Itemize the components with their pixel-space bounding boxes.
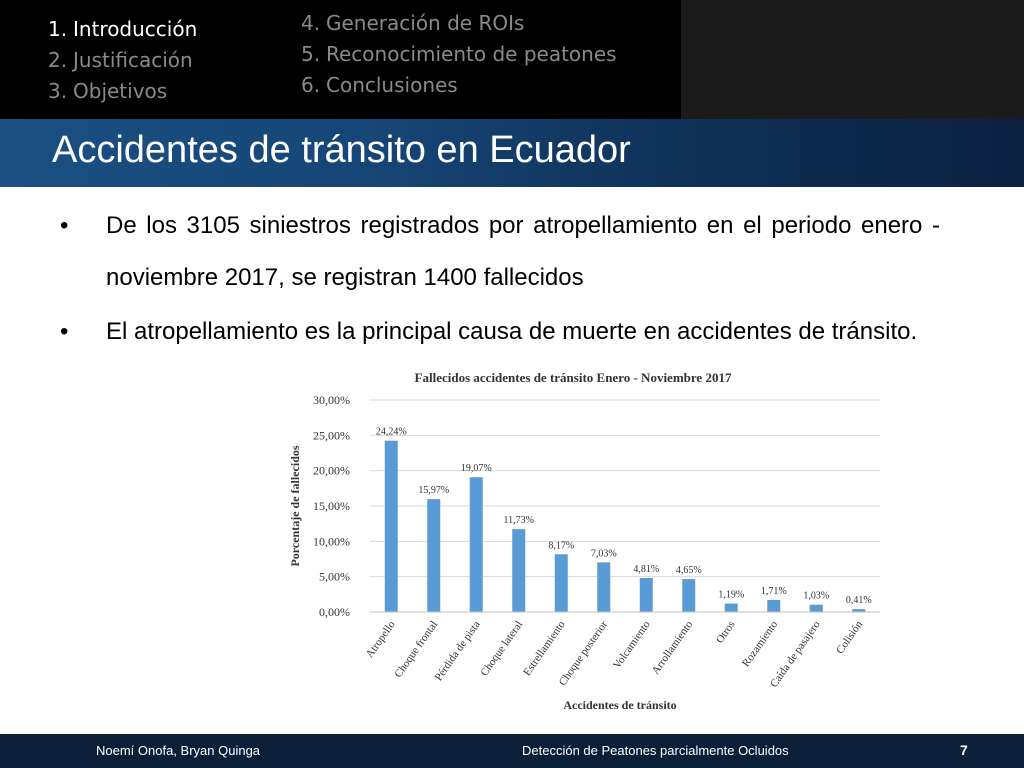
data-label: 1,19% bbox=[718, 590, 744, 601]
x-tick-label: Colisión bbox=[834, 618, 866, 656]
data-label: 8,17% bbox=[548, 540, 574, 551]
bullet-item: • El atropellamiento es la principal caus… bbox=[60, 306, 940, 358]
x-tick-label: Atropello bbox=[364, 618, 398, 660]
bar bbox=[554, 554, 568, 612]
chart-title: Fallecidos accidentes de tránsito Enero … bbox=[415, 370, 732, 385]
nav-item-number: 3. bbox=[48, 79, 68, 103]
nav-item-number: 2. bbox=[48, 48, 68, 72]
nav-item-number: 4. bbox=[301, 11, 321, 35]
data-label: 11,73% bbox=[504, 515, 534, 526]
data-label: 24,24% bbox=[376, 427, 407, 438]
top-navigation-right-panel bbox=[681, 0, 1024, 119]
nav-item-3[interactable]: 3. Objetivos bbox=[48, 76, 197, 107]
x-tick-label: Choque lateral bbox=[478, 619, 525, 679]
data-label: 0,41% bbox=[846, 595, 872, 606]
footer: Noemí Onofa, Bryan Quinga Detección de P… bbox=[0, 734, 1024, 768]
x-tick-label: Otros bbox=[714, 619, 738, 646]
x-tick-label: Rozamiento bbox=[740, 618, 781, 669]
x-axis-label: Accidentes de tránsito bbox=[563, 698, 676, 712]
nav-item-number: 6. bbox=[301, 73, 321, 97]
x-tick-label: Arrollamiento bbox=[650, 618, 696, 676]
x-tick-label: Volcamiento bbox=[611, 618, 653, 671]
data-label: 1,71% bbox=[761, 586, 787, 597]
bullet-list: • De los 3105 siniestros registrados por … bbox=[60, 200, 940, 358]
nav-item-label: Objetivos bbox=[73, 79, 168, 103]
x-tick-label: Choque frontal bbox=[392, 619, 440, 680]
bullet-text: El atropellamiento es la principal causa… bbox=[106, 318, 918, 345]
top-navigation: 1. Introducción 2. Justificación 3. Objetiv… bbox=[0, 0, 1024, 119]
y-tick-label: 10,00% bbox=[313, 534, 350, 548]
y-tick-label: 0,00% bbox=[319, 605, 350, 619]
nav-item-label: Introducción bbox=[73, 17, 198, 41]
nav-item-2[interactable]: 2. Justificación bbox=[48, 45, 197, 76]
nav-item-1[interactable]: 1. Introducción bbox=[48, 14, 197, 45]
data-label: 15,97% bbox=[418, 485, 449, 496]
bar bbox=[384, 440, 398, 612]
y-tick-label: 30,00% bbox=[313, 393, 350, 407]
nav-list-left: 1. Introducción 2. Justificación 3. Objetiv… bbox=[48, 14, 197, 107]
x-tick-label: Estrellamiento bbox=[521, 618, 568, 678]
nav-item-4[interactable]: 4. Generación de ROIs bbox=[301, 8, 617, 39]
bar bbox=[682, 579, 696, 612]
y-tick-label: 15,00% bbox=[313, 499, 350, 513]
nav-item-label: Conclusiones bbox=[326, 73, 458, 97]
bar bbox=[512, 529, 526, 612]
bullet-icon: • bbox=[60, 212, 69, 239]
bar bbox=[639, 578, 653, 612]
bar bbox=[597, 562, 611, 612]
data-label: 19,07% bbox=[461, 463, 492, 474]
nav-item-label: Justificación bbox=[73, 48, 193, 72]
nav-item-label: Reconocimiento de peatones bbox=[326, 42, 617, 66]
title-bar: Accidentes de tránsito en Ecuador bbox=[0, 119, 1024, 187]
bar bbox=[809, 604, 823, 612]
y-tick-label: 5,00% bbox=[319, 570, 350, 584]
x-tick-label: Pérdida de pista bbox=[433, 619, 483, 684]
nav-item-number: 1. bbox=[48, 17, 68, 41]
nav-list-right: 4. Generación de ROIs 5. Reconocimiento de… bbox=[301, 8, 617, 101]
bar bbox=[852, 609, 866, 612]
footer-authors: Noemí Onofa, Bryan Quinga bbox=[96, 743, 261, 758]
y-axis-label: Porcentaje de fallecidos bbox=[288, 445, 302, 566]
page-number: 7 bbox=[960, 742, 968, 758]
footer-topic: Detección de Peatones parcialmente Oclui… bbox=[522, 743, 789, 758]
nav-item-6[interactable]: 6. Conclusiones bbox=[301, 70, 617, 101]
bullet-text: De los 3105 siniestros registrados por a… bbox=[106, 212, 940, 291]
slide-title: Accidentes de tránsito en Ecuador bbox=[52, 129, 631, 171]
nav-item-number: 5. bbox=[301, 42, 321, 66]
y-tick-label: 20,00% bbox=[313, 464, 350, 478]
data-label: 4,81% bbox=[633, 564, 659, 575]
bar-chart: Fallecidos accidentes de tránsito Enero … bbox=[288, 370, 880, 712]
data-label: 7,03% bbox=[591, 548, 617, 559]
y-tick-label: 25,00% bbox=[313, 428, 350, 442]
bullet-icon: • bbox=[60, 318, 69, 345]
bar bbox=[469, 477, 483, 612]
data-label: 4,65% bbox=[676, 565, 702, 576]
nav-item-label: Generación de ROIs bbox=[326, 11, 525, 35]
bar bbox=[427, 499, 441, 612]
bar bbox=[767, 599, 781, 612]
data-label: 1,03% bbox=[803, 591, 829, 602]
nav-item-5[interactable]: 5. Reconocimiento de peatones bbox=[301, 39, 617, 70]
bar bbox=[724, 603, 738, 612]
bullet-item: • De los 3105 siniestros registrados por … bbox=[60, 200, 940, 304]
